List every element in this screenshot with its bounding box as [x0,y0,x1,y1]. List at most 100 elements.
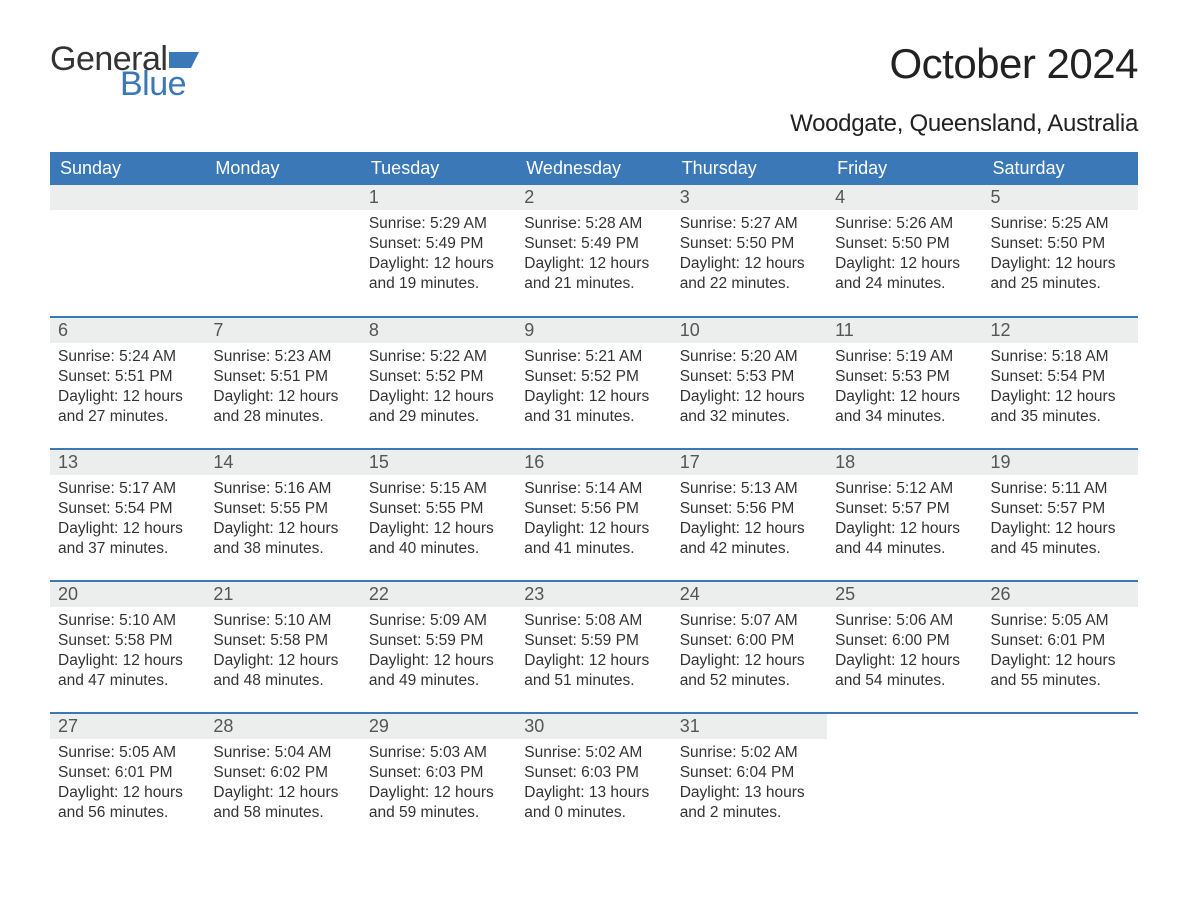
daylight-line-1: Daylight: 12 hours [369,519,508,539]
daylight-line-2: and 27 minutes. [58,407,197,427]
sunrise-line: Sunrise: 5:09 AM [369,611,508,631]
day-details: Sunrise: 5:09 AMSunset: 5:59 PMDaylight:… [361,607,516,700]
day-number: 9 [516,318,671,343]
sunrise-line: Sunrise: 5:15 AM [369,479,508,499]
sunset-line: Sunset: 5:52 PM [524,367,663,387]
day-number: 15 [361,450,516,475]
daylight-line-2: and 0 minutes. [524,803,663,823]
day-number: 8 [361,318,516,343]
day-details: Sunrise: 5:18 AMSunset: 5:54 PMDaylight:… [983,343,1138,436]
daylight-line-1: Daylight: 12 hours [213,651,352,671]
day-number: 1 [361,185,516,210]
daylight-line-1: Daylight: 12 hours [991,387,1130,407]
day-number: 6 [50,318,205,343]
day-details: Sunrise: 5:15 AMSunset: 5:55 PMDaylight:… [361,475,516,568]
day-number [50,185,205,210]
calendar-day-cell: 24Sunrise: 5:07 AMSunset: 6:00 PMDayligh… [672,581,827,713]
daylight-line-2: and 51 minutes. [524,671,663,691]
day-details: Sunrise: 5:23 AMSunset: 5:51 PMDaylight:… [205,343,360,436]
daylight-line-2: and 2 minutes. [680,803,819,823]
sunrise-line: Sunrise: 5:10 AM [58,611,197,631]
day-number: 31 [672,714,827,739]
calendar-day-cell: 3Sunrise: 5:27 AMSunset: 5:50 PMDaylight… [672,185,827,317]
daylight-line-2: and 22 minutes. [680,274,819,294]
day-details: Sunrise: 5:14 AMSunset: 5:56 PMDaylight:… [516,475,671,568]
sunrise-line: Sunrise: 5:23 AM [213,347,352,367]
day-details: Sunrise: 5:06 AMSunset: 6:00 PMDaylight:… [827,607,982,700]
sunrise-line: Sunrise: 5:19 AM [835,347,974,367]
daylight-line-1: Daylight: 12 hours [58,783,197,803]
daylight-line-1: Daylight: 12 hours [991,254,1130,274]
sunrise-line: Sunrise: 5:04 AM [213,743,352,763]
daylight-line-1: Daylight: 12 hours [213,519,352,539]
sunrise-line: Sunrise: 5:03 AM [369,743,508,763]
day-number: 27 [50,714,205,739]
sunrise-line: Sunrise: 5:05 AM [991,611,1130,631]
daylight-line-1: Daylight: 12 hours [213,387,352,407]
daylight-line-1: Daylight: 12 hours [58,519,197,539]
day-details [983,739,1138,751]
day-details: Sunrise: 5:12 AMSunset: 5:57 PMDaylight:… [827,475,982,568]
calendar-day-cell: 26Sunrise: 5:05 AMSunset: 6:01 PMDayligh… [983,581,1138,713]
daylight-line-2: and 55 minutes. [991,671,1130,691]
calendar-day-cell: 22Sunrise: 5:09 AMSunset: 5:59 PMDayligh… [361,581,516,713]
weekday-header: Monday [205,152,360,185]
day-details: Sunrise: 5:10 AMSunset: 5:58 PMDaylight:… [205,607,360,700]
day-number: 19 [983,450,1138,475]
daylight-line-2: and 42 minutes. [680,539,819,559]
day-details: Sunrise: 5:22 AMSunset: 5:52 PMDaylight:… [361,343,516,436]
calendar-week-row: 27Sunrise: 5:05 AMSunset: 6:01 PMDayligh… [50,713,1138,845]
sunrise-line: Sunrise: 5:29 AM [369,214,508,234]
day-details: Sunrise: 5:03 AMSunset: 6:03 PMDaylight:… [361,739,516,832]
sunrise-line: Sunrise: 5:16 AM [213,479,352,499]
calendar-day-cell [827,713,982,845]
calendar-day-cell: 12Sunrise: 5:18 AMSunset: 5:54 PMDayligh… [983,317,1138,449]
calendar-day-cell [983,713,1138,845]
daylight-line-1: Daylight: 12 hours [680,651,819,671]
sunset-line: Sunset: 6:04 PM [680,763,819,783]
sunrise-line: Sunrise: 5:18 AM [991,347,1130,367]
daylight-line-2: and 52 minutes. [680,671,819,691]
day-details: Sunrise: 5:02 AMSunset: 6:03 PMDaylight:… [516,739,671,832]
sunset-line: Sunset: 5:57 PM [835,499,974,519]
daylight-line-1: Daylight: 12 hours [835,519,974,539]
daylight-line-2: and 29 minutes. [369,407,508,427]
day-details: Sunrise: 5:19 AMSunset: 5:53 PMDaylight:… [827,343,982,436]
day-number: 28 [205,714,360,739]
daylight-line-1: Daylight: 13 hours [680,783,819,803]
weekday-header: Sunday [50,152,205,185]
calendar-day-cell: 16Sunrise: 5:14 AMSunset: 5:56 PMDayligh… [516,449,671,581]
day-number: 16 [516,450,671,475]
weekday-header: Wednesday [516,152,671,185]
day-details: Sunrise: 5:08 AMSunset: 5:59 PMDaylight:… [516,607,671,700]
sunset-line: Sunset: 6:00 PM [680,631,819,651]
sunset-line: Sunset: 5:50 PM [835,234,974,254]
sunrise-line: Sunrise: 5:17 AM [58,479,197,499]
sunset-line: Sunset: 5:52 PM [369,367,508,387]
sunrise-line: Sunrise: 5:07 AM [680,611,819,631]
daylight-line-1: Daylight: 13 hours [524,783,663,803]
daylight-line-2: and 34 minutes. [835,407,974,427]
day-number: 2 [516,185,671,210]
calendar-day-cell: 28Sunrise: 5:04 AMSunset: 6:02 PMDayligh… [205,713,360,845]
daylight-line-2: and 40 minutes. [369,539,508,559]
day-number: 18 [827,450,982,475]
day-number: 7 [205,318,360,343]
daylight-line-1: Daylight: 12 hours [680,387,819,407]
daylight-line-1: Daylight: 12 hours [58,387,197,407]
day-number: 30 [516,714,671,739]
day-number: 25 [827,582,982,607]
calendar-day-cell: 18Sunrise: 5:12 AMSunset: 5:57 PMDayligh… [827,449,982,581]
daylight-line-2: and 19 minutes. [369,274,508,294]
sunset-line: Sunset: 5:54 PM [991,367,1130,387]
day-number: 20 [50,582,205,607]
calendar-day-cell: 11Sunrise: 5:19 AMSunset: 5:53 PMDayligh… [827,317,982,449]
day-number [983,714,1138,739]
logo: General Blue [50,40,199,104]
calendar-day-cell: 19Sunrise: 5:11 AMSunset: 5:57 PMDayligh… [983,449,1138,581]
daylight-line-1: Daylight: 12 hours [835,387,974,407]
weekday-header-row: SundayMondayTuesdayWednesdayThursdayFrid… [50,152,1138,185]
day-details: Sunrise: 5:21 AMSunset: 5:52 PMDaylight:… [516,343,671,436]
daylight-line-1: Daylight: 12 hours [835,651,974,671]
calendar-day-cell [205,185,360,317]
